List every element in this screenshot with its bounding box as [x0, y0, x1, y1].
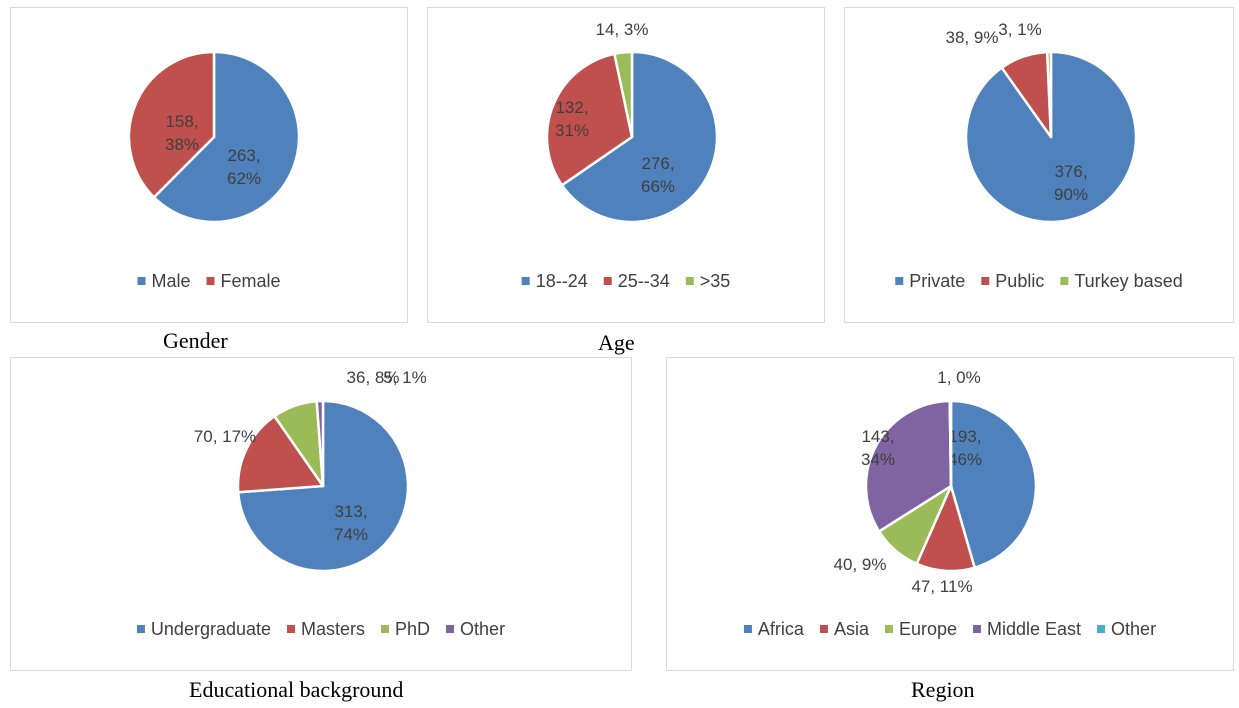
pie-slice-other [948, 399, 953, 488]
pie-slice-18-24 [560, 50, 719, 224]
data-label-35: 14, 3% [596, 20, 649, 39]
data-label-public: 38, 9% [946, 28, 999, 47]
data-label-turkey-based: 3, 1% [998, 20, 1041, 39]
legend-swatch-18-24 [521, 277, 530, 285]
pie-slice-25-34 [545, 52, 634, 187]
legend-label-asia: Asia [834, 619, 870, 639]
pie-slice-female [127, 50, 216, 199]
legend-swatch-africa [743, 625, 752, 633]
data-label-male: 263, 62% [227, 146, 261, 188]
data-label-africa: 193, 46% [948, 427, 982, 469]
data-label-middle-east: 143, 34% [861, 427, 895, 469]
legend-swatch-europe [884, 625, 893, 633]
legend-label-other: Other [1111, 619, 1156, 639]
legend-label-africa: Africa [758, 619, 805, 639]
legend-label-other: Other [460, 619, 505, 639]
data-label-private: 376, 90% [1054, 162, 1088, 204]
chart-panel-gender: 263, 62% 158, 38% Male Female [10, 7, 408, 323]
legend-label-public: Public [995, 271, 1044, 291]
pie-chart-university-type: 376, 90% 38, 9% 3, 1% Private Public Turkey ba… [895, 20, 1183, 291]
legend-label-middle-east: Middle East [987, 619, 1081, 639]
legend-swatch-undergraduate [136, 625, 145, 633]
legend-label-phd: PhD [395, 619, 430, 639]
legend-label-private: Private [909, 271, 965, 291]
legend-label-turkey-based: Turkey based [1074, 271, 1182, 291]
legend-label-female: Female [220, 271, 280, 291]
legend-swatch-female [206, 277, 215, 285]
data-label-other: 5, 1% [383, 368, 426, 387]
chart-panel-university-type: 376, 90% 38, 9% 3, 1% Private Public Turkey ba… [844, 7, 1234, 323]
legend-label-25-34: 25--34 [618, 271, 670, 291]
pie-slice-male [152, 50, 301, 224]
chart-caption-age: Age [598, 330, 635, 355]
legend-swatch-public [981, 277, 990, 285]
legend-swatch-male [137, 277, 146, 285]
data-label-other: 1, 0% [937, 368, 980, 387]
data-label-masters: 70, 17% [194, 427, 256, 446]
legend-swatch-middle-east [973, 625, 982, 633]
chart-caption-region: Region [911, 677, 975, 702]
pie-chart-gender: 263, 62% 158, 38% Male Female [127, 50, 301, 291]
legend-swatch-35 [685, 277, 694, 285]
legend-swatch-masters [287, 625, 296, 633]
legend-swatch-private [895, 277, 904, 285]
data-label-phd: 36, 8% [347, 368, 400, 387]
legend-label-undergraduate: Undergraduate [151, 619, 271, 639]
pie-chart-region: 193, 46% 47, 11% 40, 9% 143, 34% 1, 0% Africa As… [743, 368, 1156, 639]
pie-slice-middle-east [864, 399, 953, 533]
data-label-25-34: 132, 31% [555, 98, 589, 140]
legend-swatch-turkey-based [1060, 277, 1069, 285]
legend-label-male: Male [151, 271, 190, 291]
chart-caption-gender: Gender [163, 328, 228, 353]
pie-slice-turkey-based [1045, 50, 1053, 139]
chart-panel-region: 193, 46% 47, 11% 40, 9% 143, 34% 1, 0% Africa As… [666, 357, 1234, 671]
pie-slice-35 [613, 50, 634, 139]
legend-swatch-other [446, 625, 455, 633]
pie-chart-age: 276, 66% 132, 31% 14, 3% 18--24 25--34 >35 [521, 20, 731, 291]
data-label-europe: 40, 9% [834, 555, 887, 574]
legend-swatch-25-34 [603, 277, 612, 285]
data-label-asia: 47, 11% [911, 577, 972, 596]
chart-panel-education: 313, 74% 70, 17% 36, 8% 5, 1% Undergraduate Ma… [10, 357, 632, 671]
pie-slice-other [315, 399, 325, 488]
legend-label-18-24: 18--24 [536, 271, 588, 291]
data-label-female: 158, 38% [165, 112, 199, 154]
legend-swatch-asia [819, 625, 828, 633]
legend-label-masters: Masters [301, 619, 365, 639]
chart-caption-education: Educational background [189, 677, 404, 702]
data-label-18-24: 276, 66% [641, 154, 675, 196]
pie-chart-education: 313, 74% 70, 17% 36, 8%5, 1% Undergraduate Ma… [136, 368, 505, 639]
legend-swatch-other [1097, 625, 1106, 633]
chart-panel-age: 276, 66% 132, 31% 14, 3% 18--24 25--34 >35 [427, 7, 825, 323]
data-label-undergraduate: 313, 74% [334, 502, 368, 544]
legend-label-35: >35 [700, 271, 731, 291]
pie-slice-africa [949, 399, 1038, 569]
pie-slice-masters [236, 414, 325, 494]
legend-swatch-phd [381, 625, 390, 633]
legend-label-europe: Europe [899, 619, 957, 639]
